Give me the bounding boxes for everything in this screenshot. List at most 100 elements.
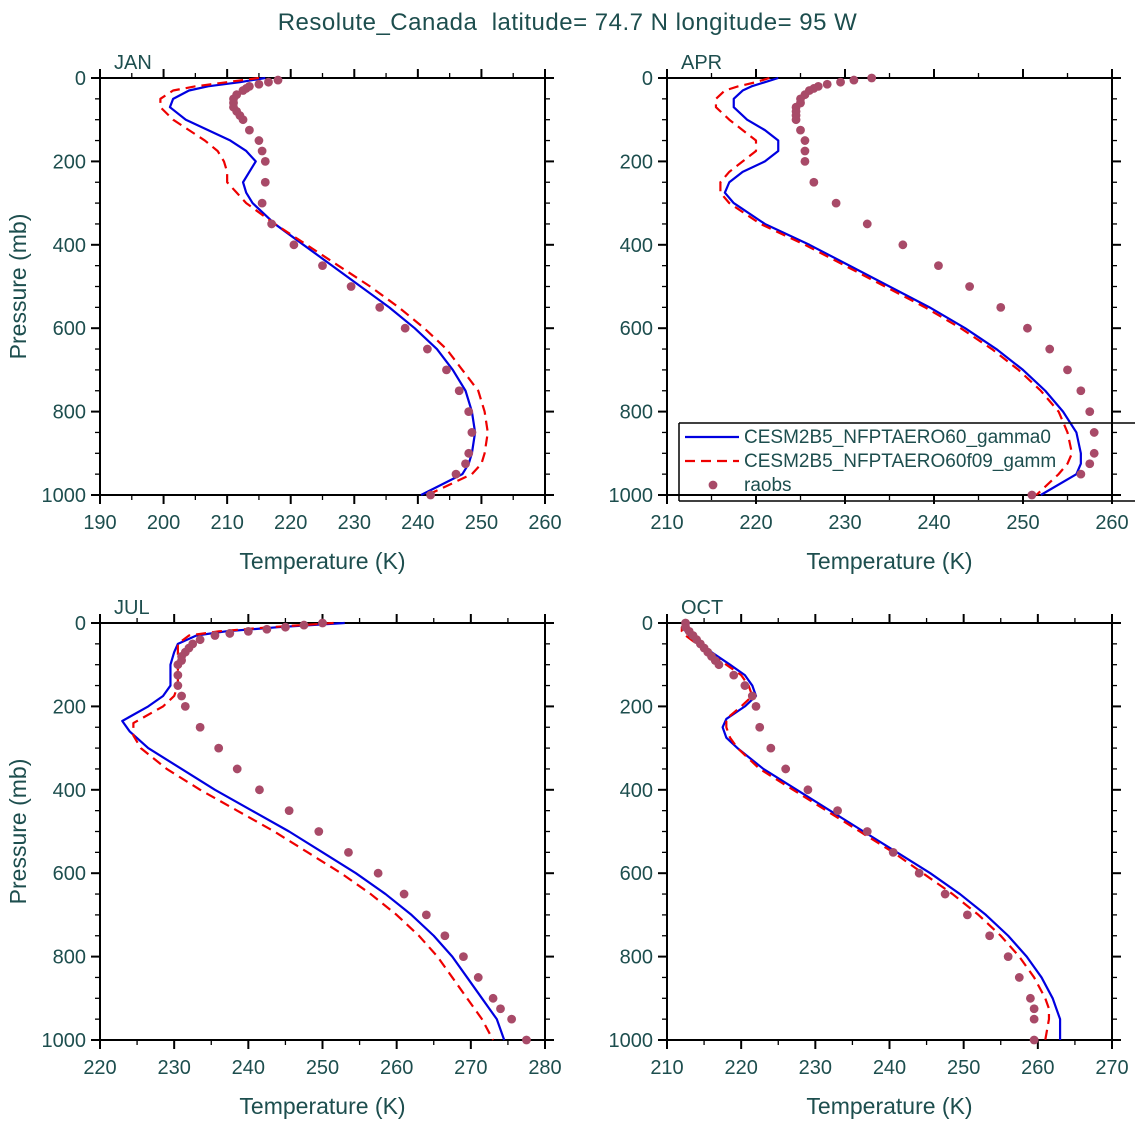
- raobs-dot: [1029, 1004, 1039, 1014]
- y-tick-label: 1000: [42, 485, 87, 507]
- raobs-dot: [375, 302, 385, 312]
- x-tick-label: 220: [274, 512, 307, 534]
- series-line-model_dashed: [714, 76, 1074, 496]
- raobs-dot: [373, 868, 383, 878]
- raobs-dot: [940, 889, 950, 899]
- x-tick-label: 220: [724, 1057, 757, 1079]
- x-tick-label: 250: [947, 1057, 980, 1079]
- raobs-dot: [232, 764, 242, 774]
- x-tick-label: 240: [232, 1057, 265, 1079]
- y-tick-label: 600: [620, 863, 653, 885]
- raobs-dot: [440, 931, 450, 941]
- raobs-dot: [257, 146, 267, 156]
- raobs-dot: [800, 136, 810, 145]
- legend-label: raobs: [744, 475, 792, 496]
- raobs-dot: [507, 1014, 517, 1024]
- raobs-dot: [344, 847, 353, 857]
- raobs-dot: [464, 448, 474, 458]
- raobs-dot: [400, 323, 410, 333]
- raobs-dot: [1029, 1035, 1039, 1045]
- raobs-dot: [461, 459, 470, 469]
- x-tick-label: 220: [83, 1057, 116, 1079]
- y-axis-title: Pressure (mb): [5, 214, 31, 360]
- y-tick-label: 400: [620, 780, 653, 802]
- series-line-model_dashed: [159, 76, 489, 496]
- raobs-dot: [467, 428, 477, 437]
- x-tick-label: 260: [1095, 512, 1128, 534]
- raobs-dot: [244, 125, 254, 135]
- raobs-dot: [1085, 459, 1095, 469]
- x-tick-label: 270: [1095, 1057, 1128, 1079]
- legend: CESM2B5_NFPTAERO60_gamma0 CESM2B5_NFPTAER…: [678, 422, 1135, 502]
- raobs-dot: [781, 764, 791, 774]
- x-tick-label: 230: [799, 1057, 832, 1079]
- raobs-dot: [755, 722, 765, 732]
- y-tick-label: 200: [53, 696, 86, 718]
- x-tick-label: 190: [83, 512, 116, 534]
- y-tick-label: 800: [53, 402, 86, 424]
- y-tick-label: 1000: [42, 1030, 87, 1052]
- raobs-dot: [822, 79, 832, 89]
- y-axis-title: Pressure (mb): [5, 759, 31, 905]
- legend-label: CESM2B5_NFPTAERO60_gamma0: [744, 427, 1051, 448]
- raobs-dot: [1029, 1014, 1039, 1024]
- x-tick-label: 210: [210, 512, 243, 534]
- raobs-dot: [195, 635, 205, 645]
- y-tick-label: 600: [53, 318, 86, 340]
- raobs-dot: [1003, 952, 1013, 961]
- raobs-dot: [1026, 993, 1035, 1003]
- raobs-dot: [422, 344, 432, 354]
- raobs-dot: [260, 177, 270, 187]
- panel-oct-chart: 210 220 230 240 250 260 270 0 200 400 600 800 1000 OC…: [609, 597, 1129, 1119]
- raobs-dot: [1023, 323, 1032, 333]
- raobs-dot: [1076, 469, 1086, 479]
- raobs-dot: [426, 490, 435, 500]
- raobs-dot: [831, 198, 841, 208]
- raobs-dot: [421, 910, 431, 920]
- raobs-dot: [833, 806, 842, 816]
- legend-dot-sample: [708, 480, 718, 490]
- x-axis-title: Temperature (K): [239, 1093, 405, 1119]
- raobs-dot: [488, 993, 498, 1003]
- raobs-dot: [214, 743, 224, 753]
- x-tick-label: 260: [380, 1057, 413, 1079]
- raobs-dot: [862, 219, 872, 229]
- x-axis-title: Temperature (K): [239, 548, 405, 574]
- x-tick-label: 230: [157, 1057, 190, 1079]
- raobs-dot: [289, 240, 299, 250]
- raobs-dot: [862, 827, 872, 836]
- y-tick-label: 400: [53, 780, 86, 802]
- raobs-dot: [888, 847, 898, 857]
- raobs-dot: [238, 115, 248, 125]
- raobs-dot: [914, 868, 924, 878]
- plot-frame: [666, 622, 1113, 1041]
- raobs-dot: [1027, 490, 1037, 500]
- x-tick-label: 260: [528, 512, 561, 534]
- raobs-dot: [210, 631, 220, 640]
- raobs-dot: [1089, 428, 1099, 437]
- series-line-model_solid: [168, 76, 477, 496]
- y-tick-label: 800: [53, 947, 86, 969]
- y-tick-label: 400: [620, 235, 653, 257]
- raobs-dot: [314, 827, 324, 836]
- series-line-model_dashed: [132, 621, 495, 1041]
- x-tick-label: 240: [401, 512, 434, 534]
- y-tick-label: 800: [620, 947, 653, 969]
- raobs-dot: [299, 620, 309, 630]
- raobs-dot: [1045, 344, 1055, 354]
- raobs-dot: [243, 626, 253, 636]
- y-tick-label: 0: [75, 613, 86, 635]
- raobs-dot: [962, 910, 972, 920]
- raobs-dot: [180, 702, 190, 711]
- x-axis-title: Temperature (K): [806, 1093, 972, 1119]
- month-label: OCT: [681, 597, 723, 619]
- raobs-dot: [809, 177, 819, 187]
- x-tick-label: 210: [650, 512, 683, 534]
- x-tick-label: 250: [306, 1057, 339, 1079]
- panels-grid: 190 200 210 220 230 240 250 260 0 200 400 600 800 100…: [0, 45, 1135, 1135]
- raobs-dot: [836, 77, 845, 87]
- raobs-dot: [173, 670, 183, 680]
- month-label: APR: [681, 52, 722, 74]
- y-tick-label: 1000: [609, 485, 654, 507]
- raobs-dot: [195, 722, 205, 732]
